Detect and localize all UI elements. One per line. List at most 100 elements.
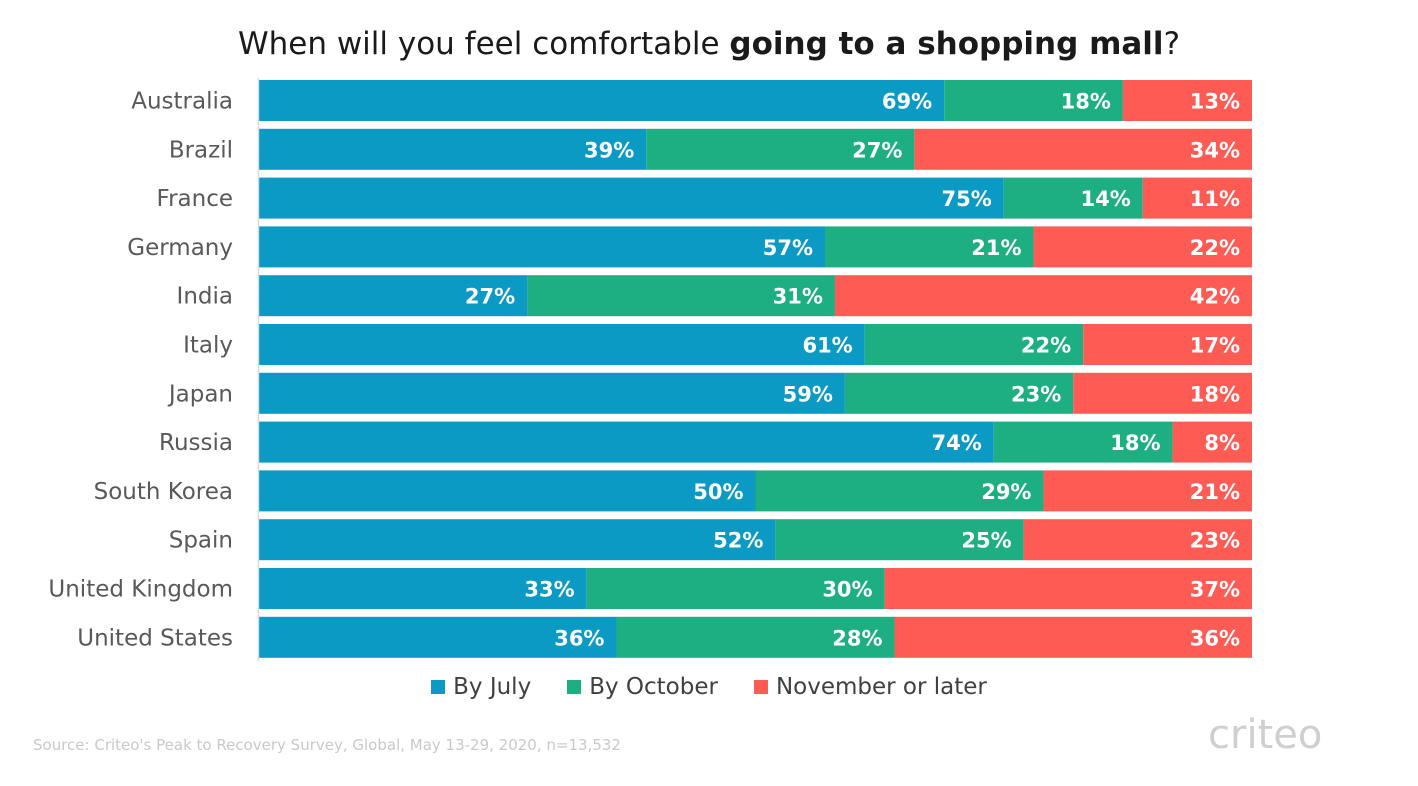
value-label-november-or-later-russia: 8% (1204, 431, 1240, 455)
bar-by-july-united-kingdom (259, 568, 587, 609)
value-label-november-or-later-germany: 22% (1190, 236, 1240, 260)
value-label-by-july-france: 75% (941, 187, 991, 211)
bar-by-october-spain (775, 519, 1024, 561)
legend-label: By July (453, 674, 532, 700)
category-label-india: India (177, 284, 233, 310)
bar-november-or-later-italy (1083, 324, 1252, 365)
bar-by-october-south-korea (755, 470, 1044, 512)
value-label-by-october-italy: 22% (1021, 334, 1071, 358)
value-label-by-october-united-kingdom: 30% (822, 578, 872, 602)
bar-by-july-france (259, 177, 1004, 219)
value-label-by-july-india: 27% (465, 285, 515, 309)
value-label-by-october-japan: 23% (1011, 382, 1061, 406)
value-label-november-or-later-france: 11% (1190, 187, 1240, 211)
title-prefix: When will you feel comfortable (237, 26, 730, 62)
value-label-by-october-germany: 21% (971, 236, 1021, 260)
bar-november-or-later-russia (1172, 421, 1252, 463)
value-label-by-july-japan: 59% (783, 382, 833, 406)
legend-label: By October (589, 674, 718, 700)
value-label-by-july-australia: 69% (882, 90, 932, 114)
value-label-november-or-later-brazil: 34% (1190, 138, 1240, 162)
bar-by-july-germany (259, 226, 826, 268)
bar-by-october-united-states (616, 616, 895, 658)
legend-item-by-october: By October (567, 674, 718, 700)
bar-by-july-india (259, 275, 528, 317)
bar-by-october-australia (944, 80, 1123, 121)
bar-by-october-russia (993, 421, 1173, 463)
bar-by-october-germany (825, 226, 1034, 268)
bar-by-october-italy (864, 324, 1084, 365)
legend-swatch (431, 680, 446, 694)
bar-november-or-later-united-states (894, 616, 1252, 658)
title-bold: going to a shopping mall (729, 26, 1164, 62)
bar-by-july-australia (259, 80, 945, 121)
value-label-by-october-brazil: 27% (852, 138, 902, 162)
value-label-november-or-later-united-kingdom: 37% (1190, 578, 1240, 602)
value-label-by-july-russia: 74% (932, 431, 982, 455)
bar-by-july-italy (259, 324, 865, 365)
value-label-november-or-later-italy: 17% (1190, 334, 1240, 358)
value-label-by-october-russia: 18% (1110, 431, 1160, 455)
category-label-japan: Japan (167, 381, 233, 407)
value-label-by-july-italy: 61% (802, 334, 852, 358)
bar-by-july-united-states (259, 616, 617, 658)
legend-swatch (567, 680, 582, 694)
legend-swatch (753, 680, 768, 694)
value-label-by-october-india: 31% (773, 285, 823, 309)
bar-november-or-later-india (834, 275, 1252, 317)
bar-by-july-brazil (259, 128, 647, 170)
source-note: Source: Criteo's Peak to Recovery Survey… (33, 736, 621, 754)
bar-november-or-later-spain (1023, 519, 1252, 561)
legend-item-by-july: By July (431, 674, 531, 700)
value-label-november-or-later-united-states: 36% (1190, 626, 1240, 650)
chart-title: When will you feel comfortable going to … (0, 26, 1418, 62)
value-label-by-october-france: 14% (1081, 187, 1131, 211)
bar-november-or-later-australia (1122, 80, 1252, 121)
criteo-logo: criteo (1208, 712, 1323, 758)
bar-by-october-brazil (646, 128, 915, 170)
bar-november-or-later-united-kingdom (884, 568, 1252, 609)
value-label-by-july-brazil: 39% (584, 138, 634, 162)
value-label-november-or-later-south-korea: 21% (1190, 480, 1240, 504)
category-label-france: France (157, 186, 233, 212)
title-suffix: ? (1163, 26, 1181, 62)
value-label-november-or-later-spain: 23% (1190, 529, 1240, 553)
value-label-by-october-united-states: 28% (832, 626, 882, 650)
bar-november-or-later-japan (1073, 372, 1252, 414)
legend-item-november-or-later: November or later (753, 674, 987, 700)
bar-by-july-japan (259, 372, 845, 414)
bar-by-july-russia (259, 421, 994, 463)
category-label-italy: Italy (183, 333, 233, 359)
value-label-november-or-later-japan: 18% (1190, 382, 1240, 406)
category-label-australia: Australia (131, 89, 233, 115)
stacked-bar-chart: Australia 69% 18% 13% Brazil 39% 27% 34% France 7… (48, 78, 1252, 661)
legend: By July By October November or later (0, 674, 1418, 700)
value-label-by-october-australia: 18% (1061, 90, 1111, 114)
bar-by-july-spain (259, 519, 776, 561)
value-label-november-or-later-australia: 13% (1190, 90, 1240, 114)
value-label-by-july-united-states: 36% (554, 626, 604, 650)
legend-label: November or later (775, 674, 987, 700)
value-label-by-october-spain: 25% (961, 529, 1011, 553)
bar-by-october-india (527, 275, 835, 317)
category-label-spain: Spain (169, 528, 233, 554)
category-label-south-korea: South Korea (94, 479, 233, 505)
value-label-by-july-united-kingdom: 33% (524, 578, 574, 602)
category-label-russia: Russia (159, 430, 233, 456)
bar-by-october-japan (844, 372, 1074, 414)
category-label-germany: Germany (127, 235, 233, 261)
bar-november-or-later-brazil (914, 128, 1252, 170)
category-label-united-states: United States (77, 625, 233, 651)
bar-november-or-later-france (1142, 177, 1252, 219)
bar-by-july-south-korea (259, 470, 756, 512)
category-label-united-kingdom: United Kingdom (48, 577, 233, 603)
category-label-brazil: Brazil (169, 137, 233, 163)
bar-by-october-france (1003, 177, 1143, 219)
value-label-by-july-south-korea: 50% (693, 480, 743, 504)
bar-november-or-later-south-korea (1043, 470, 1252, 512)
value-label-by-october-south-korea: 29% (981, 480, 1031, 504)
bar-by-october-united-kingdom (586, 568, 885, 609)
value-label-by-july-spain: 52% (713, 529, 763, 553)
value-label-november-or-later-india: 42% (1190, 285, 1240, 309)
value-label-by-july-germany: 57% (763, 236, 813, 260)
